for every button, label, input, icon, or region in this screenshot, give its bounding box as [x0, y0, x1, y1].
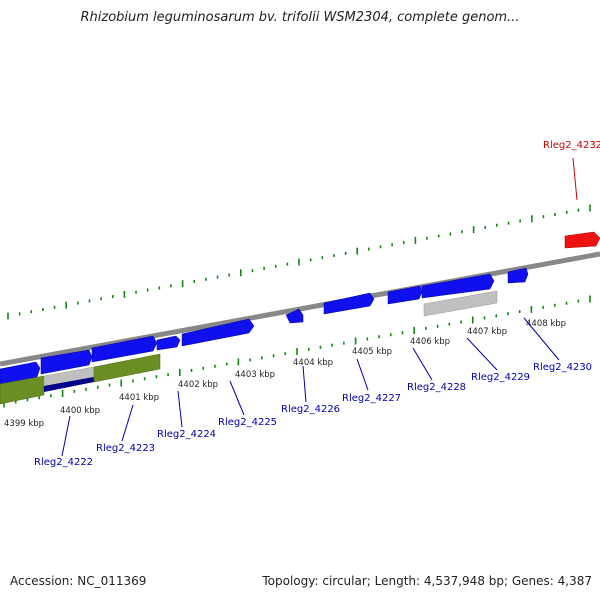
page-title: Rhizobium leguminosarum bv. trifolii WSM… [80, 10, 520, 25]
scale-label: 4407 kbp [467, 327, 507, 337]
gene-arrow[interactable] [156, 335, 181, 351]
leader-line [229, 380, 245, 416]
gene-feature-green[interactable] [93, 353, 161, 383]
scale-label: 4399 kbp [4, 419, 44, 429]
scale-labels: 4399 kbp 4400 kbp 4401 kbp 4402 kbp 4403 kbp… [4, 319, 566, 429]
gene-arrow[interactable] [0, 361, 41, 385]
gene-arrow[interactable] [421, 273, 495, 299]
gene-label-rleg2-4228[interactable]: Rleg2_4228 [407, 382, 466, 393]
leader-line [121, 404, 134, 442]
gene-arrow[interactable] [285, 308, 304, 324]
gene-arrow[interactable] [40, 349, 93, 375]
scale-label: 4401 kbp [119, 393, 159, 403]
leader-line [523, 317, 560, 361]
leader-line [61, 415, 71, 457]
gene-label-rleg2-4227[interactable]: Rleg2_4227 [342, 393, 401, 404]
scale-label: 4404 kbp [293, 358, 333, 368]
leader-line [412, 347, 433, 381]
genome-axis [0, 251, 600, 367]
gene-arrow-highlight[interactable] [564, 231, 600, 249]
gene-label-rleg2-4224[interactable]: Rleg2_4224 [157, 429, 216, 440]
scale-label: 4402 kbp [178, 380, 218, 390]
scale-label: 4403 kbp [235, 370, 275, 380]
gene-feature-pseudo[interactable] [423, 290, 498, 317]
accession-label: Accession: NC_011369 [10, 574, 147, 588]
gene-label-rleg2-4230[interactable]: Rleg2_4230 [533, 362, 592, 373]
scale-label: 4405 kbp [352, 347, 392, 357]
gene-track [0, 231, 600, 405]
gene-arrow[interactable] [181, 318, 255, 347]
scale-label: 4408 kbp [526, 319, 566, 329]
leader-line [302, 365, 307, 403]
genome-summary: Topology: circular; Length: 4,537,948 bp… [262, 574, 592, 588]
scale-label: 4406 kbp [410, 337, 450, 347]
gene-label-rleg2-4222[interactable]: Rleg2_4222 [34, 457, 93, 468]
leader-line [177, 390, 183, 428]
gene-arrow[interactable] [91, 335, 158, 363]
gene-label-rleg2-4232[interactable]: Rleg2_4232 [543, 140, 600, 151]
inner-scale-ticks [3, 295, 591, 408]
gene-labels: Rleg2_4222Rleg2_4223Rleg2_4224Rleg2_4225… [34, 140, 600, 468]
gene-leader-lines [61, 157, 578, 457]
leader-line [356, 358, 369, 391]
gene-label-rleg2-4229[interactable]: Rleg2_4229 [471, 372, 530, 383]
gene-label-rleg2-4225[interactable]: Rleg2_4225 [218, 417, 277, 428]
gene-arrow[interactable] [323, 292, 375, 315]
outer-scale-ticks [7, 204, 591, 320]
leader-line [466, 337, 498, 371]
gene-label-rleg2-4223[interactable]: Rleg2_4223 [96, 443, 155, 454]
gene-arrow[interactable] [387, 285, 423, 305]
leader-line [572, 157, 578, 201]
scale-label: 4400 kbp [60, 406, 100, 416]
gene-feature-dark[interactable] [44, 377, 94, 392]
gene-arrow[interactable] [507, 267, 529, 284]
gene-label-rleg2-4226[interactable]: Rleg2_4226 [281, 404, 340, 415]
gene-feature-green[interactable] [0, 375, 45, 405]
